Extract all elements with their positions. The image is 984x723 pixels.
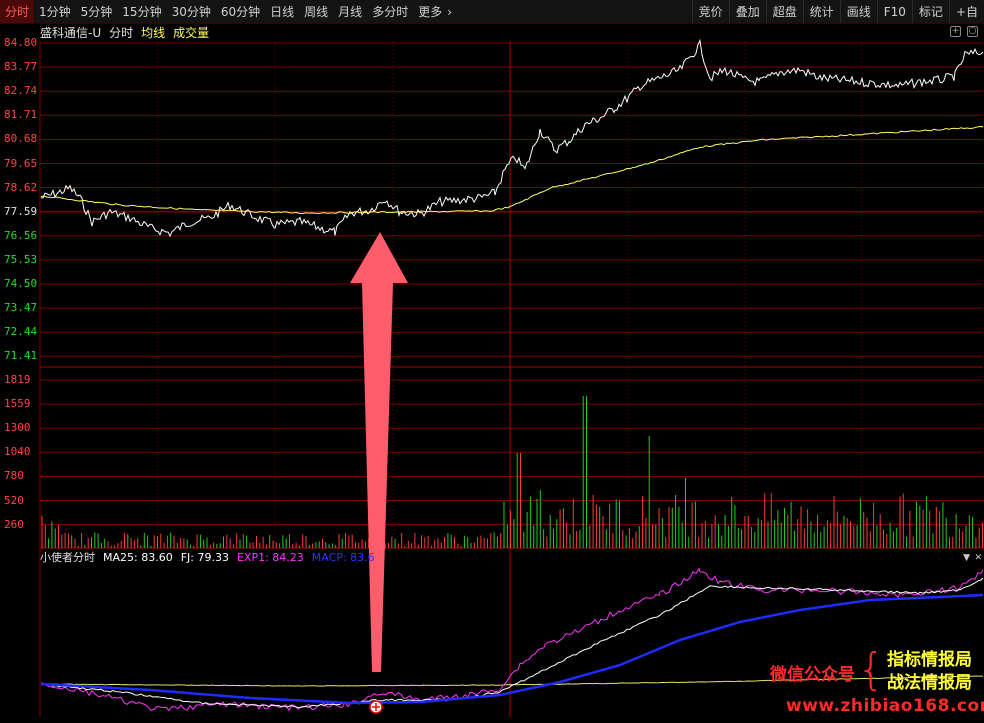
volume-tick-label: 1300 [4, 421, 31, 435]
price-tick-label: 76.56 [4, 228, 38, 242]
volume-tick-label: 520 [4, 493, 24, 507]
period-toolbar: 分时 1分钟 5分钟 15分钟 30分钟 60分钟 日线 周线 月线 多分时 更多 › 竞价 叠加 超盘统… [0, 0, 984, 24]
more-arrow-icon[interactable]: › [447, 5, 453, 19]
period-tab[interactable]: 月线 [338, 5, 363, 19]
tool-button[interactable]: 超盘 [765, 0, 803, 23]
price-tick-label: 78.62 [4, 180, 38, 194]
period-tab[interactable]: 15分钟 [122, 5, 162, 19]
tool-button[interactable]: 画线 [839, 0, 877, 23]
ma25-line [40, 577, 984, 709]
period-tab[interactable]: 日线 [270, 5, 295, 19]
tool-buttons: 竞价 叠加 超盘 统计 画线 F10 标记 +自 [691, 0, 984, 23]
price-tick-label: 84.80 [4, 36, 38, 49]
watermark-url: www.zhibiao168.com [786, 696, 984, 716]
price-tick-label: 72.44 [4, 325, 38, 339]
tool-button[interactable]: 统计 [802, 0, 840, 23]
period-tab[interactable]: 周线 [304, 5, 329, 19]
fj-value: FJ: 79.33 [180, 551, 229, 564]
watermark-wechat: 微信公众号 [770, 664, 855, 685]
chart-corner-controls: + ○ [950, 26, 978, 37]
volume-tick-label: 1819 [4, 373, 31, 386]
period-tab[interactable]: 多分时 [372, 5, 409, 19]
price-tick-label: 81.71 [4, 108, 38, 122]
exp1-value: EXP1: 84.23 [236, 551, 304, 564]
price-tick-label: 82.74 [4, 84, 38, 98]
period-tab[interactable]: 更多 [418, 5, 443, 19]
price-tick-label: 79.65 [4, 156, 38, 170]
tool-button[interactable]: +自 [948, 0, 984, 23]
volume-tick-label: 1559 [4, 397, 31, 411]
period-tab[interactable]: 60分钟 [220, 5, 261, 19]
price-tick-label: 77.59 [4, 204, 38, 218]
watermark-line1: 指标情报局 [887, 650, 972, 670]
price-tick-label: 75.53 [4, 252, 38, 266]
tool-button[interactable]: 竞价 [691, 0, 729, 23]
price-line [40, 38, 984, 238]
ma25-value: MA25: 83.60 [103, 551, 173, 564]
stock-name: 盛科通信-U [40, 26, 102, 40]
period-tab[interactable]: 分时 [0, 0, 35, 23]
avg-line-label[interactable]: 均线 [141, 26, 166, 40]
indicator-name[interactable]: 小使者分时 [40, 551, 95, 564]
watermark: 微信公众号 { 指标情报局 战法情报局 [770, 648, 972, 696]
period-tab[interactable]: 5分钟 [80, 5, 113, 19]
price-tick-label: 83.77 [4, 60, 38, 74]
watermark-line2: 战法情报局 [887, 673, 972, 693]
price-tick-label: 80.68 [4, 132, 38, 146]
indicator-close-icon[interactable]: ✕ [974, 553, 982, 563]
price-tick-label: 73.47 [4, 301, 38, 315]
macp-line [40, 593, 984, 705]
tool-button[interactable]: 叠加 [728, 0, 766, 23]
tool-button[interactable]: F10 [876, 0, 912, 23]
volume-tick-label: 260 [4, 517, 24, 531]
volume-tick-label: 780 [4, 469, 24, 483]
period-tab[interactable]: 1分钟 [39, 5, 71, 19]
tool-button[interactable]: 标记 [911, 0, 949, 23]
volume-tick-label: 1040 [4, 445, 31, 459]
settings-icon[interactable]: ○ [967, 26, 978, 37]
average-line [40, 125, 984, 215]
exp1-line [40, 567, 984, 712]
period-tab[interactable]: 30分钟 [171, 5, 211, 19]
watermark-brace: { [857, 644, 885, 695]
macp-value: MACP: 83.6 [311, 551, 375, 564]
add-icon[interactable]: + [950, 26, 961, 37]
annotation-arrow [350, 232, 408, 672]
chart-info-line: 盛科通信-U 分时 均线 成交量 [40, 25, 209, 41]
time-axis-strip [0, 717, 984, 723]
volume-label[interactable]: 成交量 [173, 26, 210, 40]
price-tick-label: 71.41 [4, 349, 38, 363]
mode-label[interactable]: 分时 [109, 26, 134, 40]
period-tabs: 分时 1分钟 5分钟 15分钟 30分钟 60分钟 日线 周线 月线 多分时 更多 › [0, 0, 457, 23]
price-tick-label: 74.50 [4, 277, 38, 290]
indicator-dropdown-icon[interactable]: ▼ [963, 553, 970, 563]
indicator-header: 小使者分时 MA25: 83.60 FJ: 79.33 EXP1: 84.23 … [40, 550, 375, 566]
